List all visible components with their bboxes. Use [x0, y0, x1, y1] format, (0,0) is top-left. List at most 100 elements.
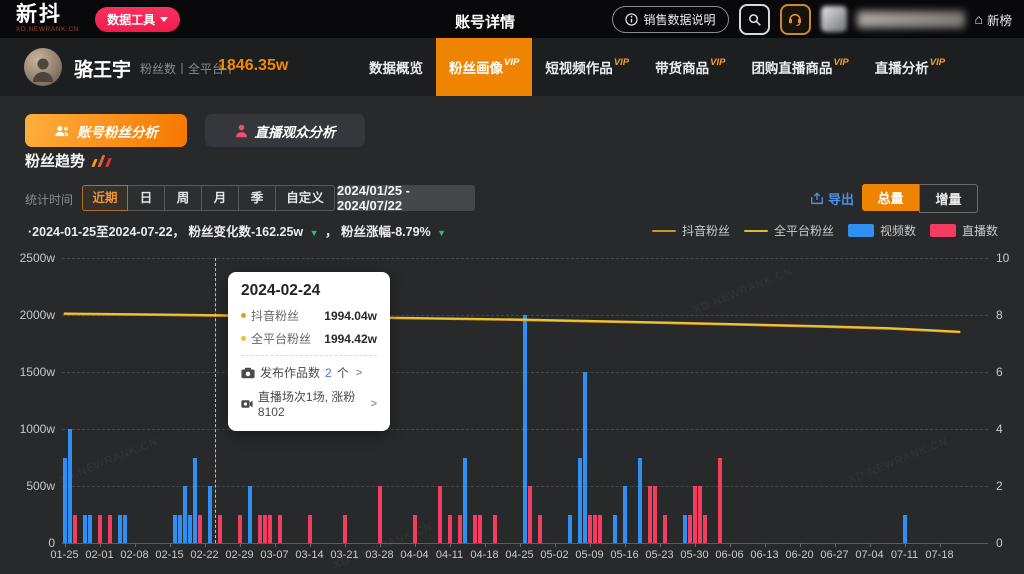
- customer-service-button[interactable]: [779, 3, 811, 35]
- date-range-picker[interactable]: 2024/01/25 - 2024/07/22: [337, 183, 475, 213]
- bar-视频数-day168[interactable]: [902, 514, 907, 543]
- bar-直播数-day125[interactable]: [687, 514, 692, 543]
- bar-直播数-day75[interactable]: [437, 486, 442, 543]
- x-axis-tick: 05-09: [575, 549, 604, 561]
- bar-视频数-day124[interactable]: [682, 514, 687, 543]
- tooltip-row-douyin: 抖音粉丝 1994.04w: [241, 307, 377, 324]
- bar-视频数-day11[interactable]: [117, 514, 122, 543]
- bar-直播数-day70[interactable]: [412, 514, 417, 543]
- bar-直播数-day93[interactable]: [527, 486, 532, 543]
- bar-直播数-day43[interactable]: [277, 514, 282, 543]
- bar-视频数-day101[interactable]: [567, 514, 572, 543]
- bar-直播数-day2[interactable]: [72, 514, 77, 543]
- bar-直播数-day82[interactable]: [472, 514, 477, 543]
- toggle-总量[interactable]: 总量: [862, 184, 919, 211]
- bar-视频数-day92[interactable]: [522, 315, 527, 543]
- newrank-logo[interactable]: 新抖 XD.NEWRANK.CN: [16, 4, 79, 34]
- legend-视频数[interactable]: 视频数: [847, 222, 916, 239]
- tab-live-audience-analysis[interactable]: 直播观众分析: [205, 114, 365, 147]
- export-button[interactable]: 导出: [810, 189, 854, 208]
- tab-带货商品[interactable]: 带货商品 VIP: [655, 56, 726, 77]
- bar-直播数-day120[interactable]: [662, 514, 667, 543]
- bar-视频数-day23[interactable]: [177, 514, 182, 543]
- tooltip-works-link[interactable]: 发布作品数 2 个 >: [241, 364, 377, 381]
- bar-视频数-day12[interactable]: [122, 514, 127, 543]
- bar-直播数-day118[interactable]: [652, 486, 657, 543]
- tab-粉丝画像[interactable]: 粉丝画像 VIP: [436, 38, 533, 96]
- fans-trend-chart[interactable]: 2500w 10 2000w 8 1500w 6 1000w 4 500w 2 0 0 01-25 02-…: [0, 250, 1024, 574]
- bar-直播数-day40[interactable]: [262, 514, 267, 543]
- user-name-blurred[interactable]: [856, 10, 965, 28]
- x-axis-tickmark: [204, 543, 206, 547]
- bar-视频数-day104[interactable]: [582, 372, 587, 543]
- box-swatch-icon: [929, 224, 956, 237]
- legend-直播数[interactable]: 直播数: [929, 222, 998, 239]
- bar-视频数-day4[interactable]: [82, 514, 87, 543]
- segment-周[interactable]: 周: [164, 185, 202, 211]
- bar-直播数-day127[interactable]: [697, 486, 702, 543]
- bar-直播数-day9[interactable]: [107, 514, 112, 543]
- bar-视频数-day26[interactable]: [192, 457, 197, 543]
- segment-日[interactable]: 日: [127, 185, 165, 211]
- bar-直播数-day79[interactable]: [457, 514, 462, 543]
- douyin-dot-icon: [241, 313, 246, 318]
- bar-直播数-day128[interactable]: [702, 514, 707, 543]
- bar-直播数-day35[interactable]: [237, 514, 242, 543]
- bar-视频数-day5[interactable]: [87, 514, 92, 543]
- tooltip-live-link[interactable]: 直播场次1场, 涨粉8102 >: [241, 388, 377, 419]
- bar-直播数-day107[interactable]: [597, 514, 602, 543]
- bar-直播数-day131[interactable]: [717, 457, 722, 543]
- bar-直播数-day56[interactable]: [342, 514, 347, 543]
- bar-视频数-day112[interactable]: [622, 486, 627, 543]
- bar-视频数-day103[interactable]: [577, 457, 582, 543]
- tab-数据概览[interactable]: 数据概览: [369, 61, 423, 76]
- bar-直播数-day39[interactable]: [257, 514, 262, 543]
- legend-抖音粉丝[interactable]: 抖音粉丝: [651, 222, 730, 239]
- bar-直播数-day41[interactable]: [267, 514, 272, 543]
- bar-直播数-day95[interactable]: [537, 514, 542, 543]
- bar-直播数-day106[interactable]: [592, 514, 597, 543]
- segment-自定义[interactable]: 自定义: [275, 185, 335, 211]
- sales-data-info-button[interactable]: 销售数据说明: [611, 5, 729, 33]
- bar-直播数-day27[interactable]: [197, 514, 202, 543]
- tab-短视频作品[interactable]: 短视频作品 VIP: [545, 56, 630, 77]
- bar-视频数-day25[interactable]: [187, 514, 192, 543]
- chart-plot[interactable]: 2500w 10 2000w 8 1500w 6 1000w 4 500w 2 0 0 01-25 02-…: [0, 250, 1024, 574]
- legend-全平台粉丝[interactable]: 全平台粉丝: [743, 222, 834, 239]
- bar-直播数-day31[interactable]: [217, 514, 222, 543]
- data-tools-button[interactable]: 数据工具: [95, 6, 181, 32]
- bar-视频数-day24[interactable]: [182, 486, 187, 543]
- bar-直播数-day117[interactable]: [647, 486, 652, 543]
- tab-account-fans-analysis[interactable]: 账号粉丝分析: [25, 114, 187, 147]
- bar-直播数-day49[interactable]: [307, 514, 312, 543]
- user-avatar-blurred[interactable]: [820, 6, 847, 32]
- bar-视频数-day115[interactable]: [637, 457, 642, 543]
- x-axis-tick: 03-07: [260, 549, 289, 561]
- segment-月[interactable]: 月: [201, 185, 239, 211]
- newbang-home-link[interactable]: ⌂ 新榜: [975, 10, 1012, 29]
- bar-视频数-day22[interactable]: [172, 514, 177, 543]
- bar-直播数-day126[interactable]: [692, 486, 697, 543]
- bar-视频数-day1[interactable]: [67, 429, 72, 543]
- bar-视频数-day37[interactable]: [247, 486, 252, 543]
- bar-视频数-day29[interactable]: [207, 486, 212, 543]
- tab-直播分析[interactable]: 直播分析 VIP: [874, 56, 946, 77]
- bar-视频数-day110[interactable]: [612, 514, 617, 543]
- bar-直播数-day86[interactable]: [492, 514, 497, 543]
- export-icon: [811, 191, 823, 204]
- fans-count-label: 粉丝数丨全平台丨: [140, 62, 237, 76]
- data-tools-label: 数据工具: [107, 12, 156, 27]
- bar-直播数-day7[interactable]: [97, 514, 102, 543]
- tab-团购直播商品[interactable]: 团购直播商品 VIP: [751, 56, 849, 77]
- bar-直播数-day63[interactable]: [377, 486, 382, 543]
- search-button[interactable]: [738, 3, 770, 35]
- summary-rate: 粉丝涨幅-8.79%: [341, 225, 431, 239]
- bar-视频数-day80[interactable]: [462, 457, 467, 543]
- bar-直播数-day105[interactable]: [587, 514, 592, 543]
- segment-季[interactable]: 季: [238, 185, 276, 211]
- bar-直播数-day83[interactable]: [477, 514, 482, 543]
- bar-直播数-day77[interactable]: [447, 514, 452, 543]
- bar-视频数-day0[interactable]: [62, 457, 67, 543]
- toggle-增量[interactable]: 增量: [919, 184, 978, 213]
- segment-近期[interactable]: 近期: [82, 185, 128, 211]
